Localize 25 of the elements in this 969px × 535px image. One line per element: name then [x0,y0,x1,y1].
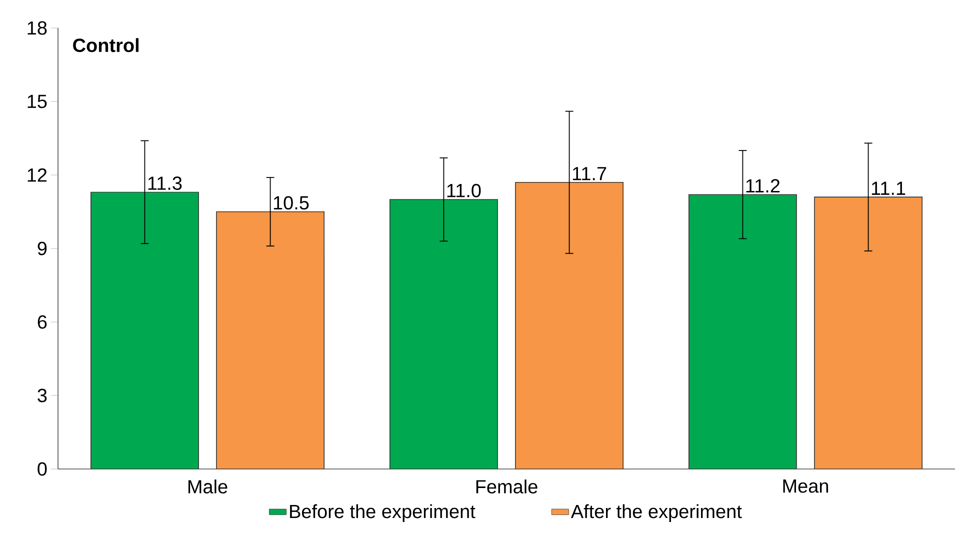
bar [814,196,923,469]
y-tick-label: 15 [28,94,47,108]
legend-label: After the experiment [570,504,742,522]
y-tick-label: 3 [38,388,47,402]
y-tick-label: 12 [28,168,47,182]
y-tick-label: 0 [38,462,47,476]
x-tick-label: Mean [783,480,828,493]
x-tick-label: Male [188,480,228,494]
data-label: 11.7 [572,167,606,180]
data-label: 11.3 [148,176,182,190]
data-label: 11.1 [872,182,906,195]
bar [515,182,624,469]
y-tick-label: 6 [38,315,47,329]
bar [216,211,325,469]
data-label: 10.5 [274,196,309,210]
data-label: 11.0 [447,184,481,198]
legend-label: Before the experiment [290,504,476,522]
data-label: 11.2 [746,179,780,192]
y-tick-label: 9 [38,242,47,256]
bar [90,192,199,469]
bar [688,194,797,469]
y-tick-label: 18 [28,21,47,35]
x-tick-label: Female [476,480,538,494]
chart-title: Control [73,38,138,52]
bar [389,199,498,469]
